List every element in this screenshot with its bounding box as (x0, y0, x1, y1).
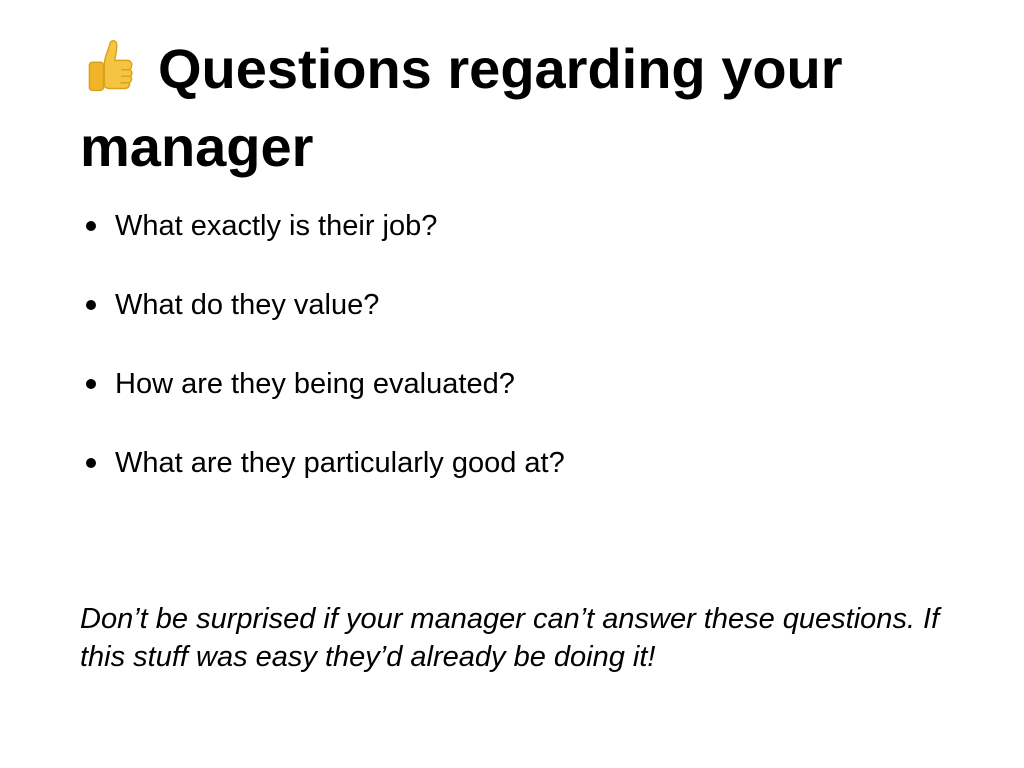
bullet-text: How are they being evaluated? (115, 368, 515, 400)
bullet-text: What are they particularly good at? (115, 447, 565, 479)
slide-title-text: Questions regarding your manager (80, 37, 843, 178)
bullet-dot (86, 221, 96, 231)
closing-note: Don’t be surprised if your manager can’t… (80, 603, 940, 673)
thumbs-up-icon (80, 36, 140, 96)
bullet-dot (86, 300, 96, 310)
bullet-dot (86, 458, 96, 468)
bullet-text: What do they value? (115, 289, 380, 321)
bullet-dot (86, 379, 96, 389)
slide-title: Questions regarding your manager (80, 30, 960, 186)
bullet-text: What exactly is their job? (115, 210, 438, 242)
